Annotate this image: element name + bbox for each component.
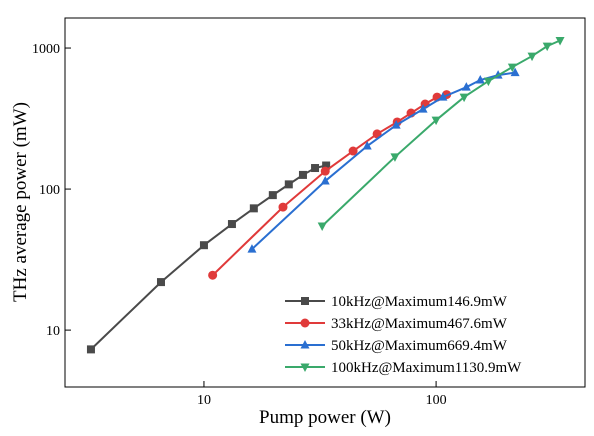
- point: [249, 204, 258, 213]
- point: [284, 180, 293, 189]
- series-line: [211, 93, 447, 276]
- point: [317, 222, 327, 232]
- point: [268, 191, 277, 200]
- point: [278, 202, 288, 212]
- point: [298, 170, 307, 179]
- point: [483, 77, 493, 87]
- point: [507, 63, 517, 73]
- legend-text: 50kHz@Maximum669.4mW: [331, 338, 508, 354]
- point: [555, 37, 565, 46]
- y-tick-label: 100: [39, 183, 60, 198]
- point: [391, 120, 401, 129]
- point: [510, 67, 520, 77]
- y-axis-label: THz average power (mW): [10, 102, 31, 302]
- legend-text: 33kHz@Maximum467.6mW: [331, 316, 508, 332]
- legend-text: 10kHz@Maximum146.9mW: [331, 294, 508, 310]
- legend-marker: [300, 318, 310, 328]
- series-line: [90, 164, 327, 351]
- legend-text: 100kHz@Maximum1130.9mW: [331, 360, 522, 376]
- point: [459, 93, 469, 103]
- legend-marker: [300, 363, 310, 372]
- plot-frame: [64, 17, 586, 388]
- y-tick-label: 1000: [32, 42, 60, 57]
- point: [86, 345, 95, 354]
- point: [527, 52, 537, 62]
- point: [247, 244, 257, 253]
- series-line: [251, 71, 516, 250]
- point: [542, 42, 552, 52]
- point: [438, 92, 448, 101]
- point: [418, 104, 428, 113]
- legend-marker: [301, 297, 309, 305]
- point: [322, 161, 331, 170]
- legend-marker: [300, 340, 310, 349]
- point: [199, 241, 208, 250]
- point: [311, 164, 320, 173]
- point: [208, 270, 218, 280]
- point: [475, 75, 485, 84]
- point: [362, 141, 372, 150]
- y-tick-label: 10: [46, 324, 60, 339]
- point: [320, 176, 330, 185]
- point: [320, 166, 330, 176]
- series-line: [321, 39, 561, 227]
- point: [156, 278, 165, 287]
- point: [431, 116, 441, 126]
- x-tick-label: 100: [426, 393, 447, 408]
- point: [348, 146, 358, 156]
- point: [461, 82, 471, 91]
- x-tick-label: 10: [197, 393, 211, 408]
- point: [227, 220, 236, 229]
- x-axis-label: Pump power (W): [259, 407, 391, 428]
- point: [390, 153, 400, 162]
